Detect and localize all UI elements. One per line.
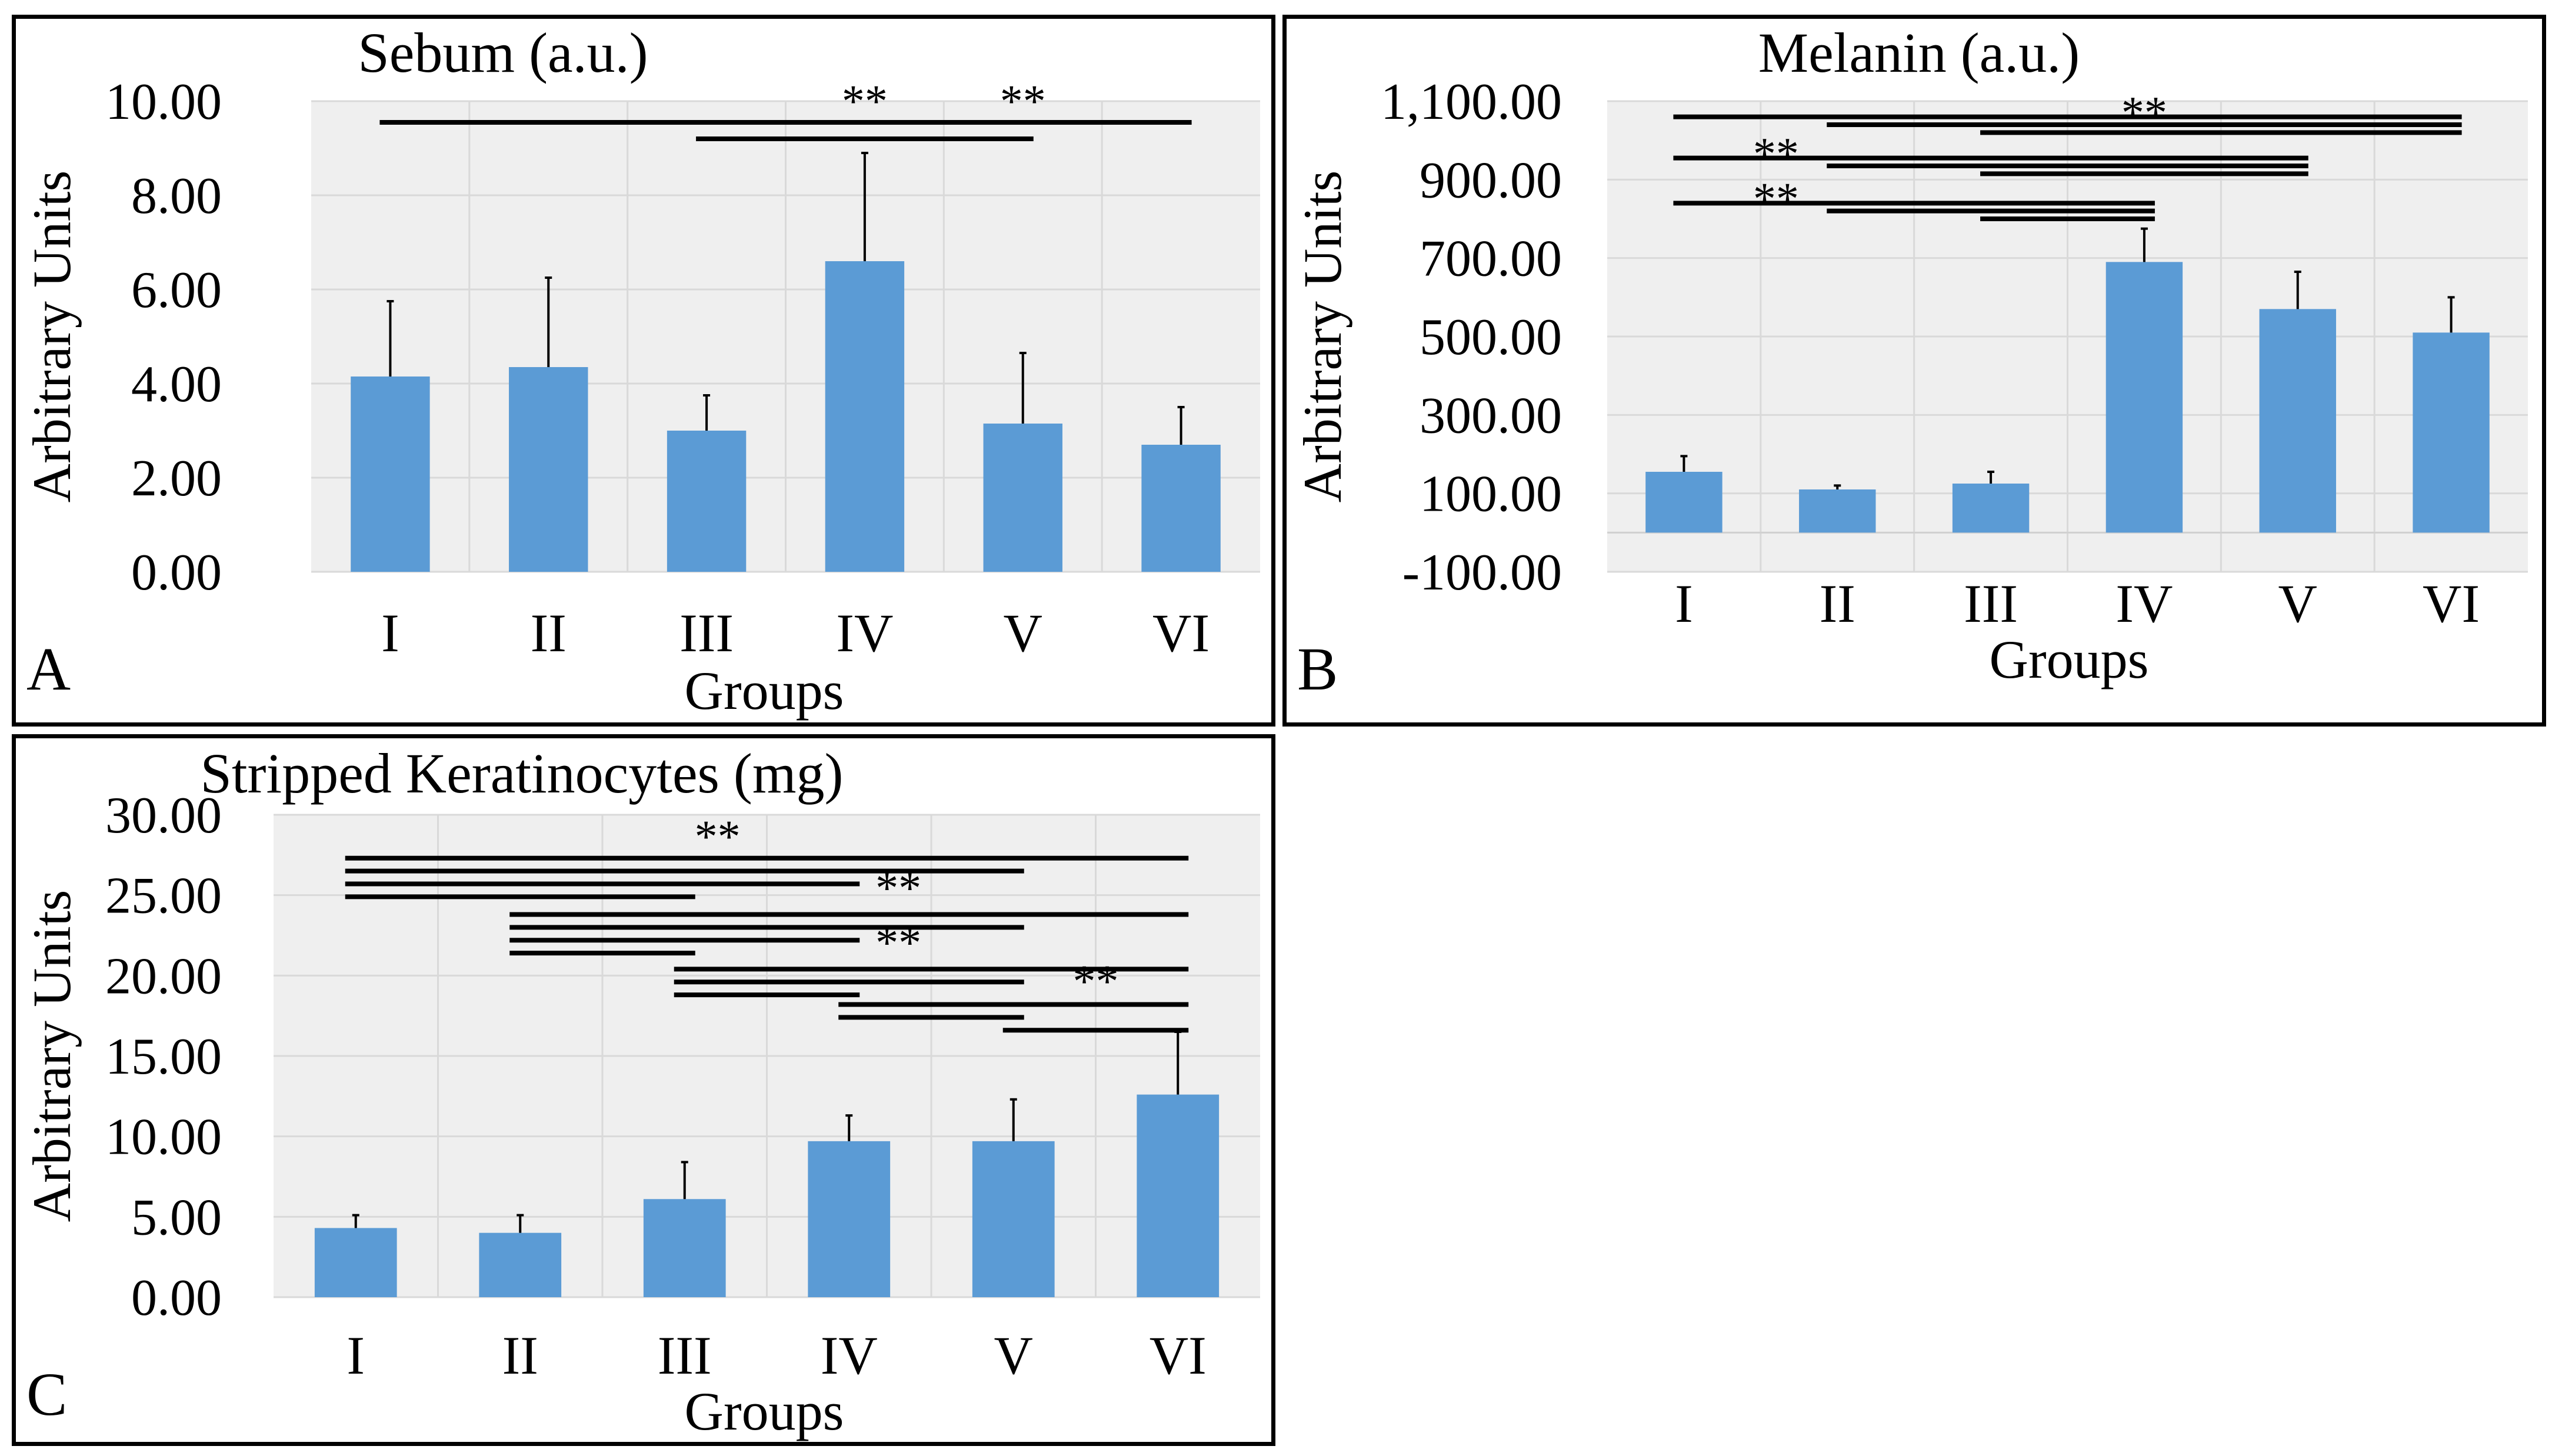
x-category-label: VI [2423,574,2480,634]
significance-label: ** [1753,173,1799,224]
x-category-label: V [2278,574,2317,634]
y-tick-label: 500.00 [1420,309,1562,366]
x-category-label: VI [1152,603,1210,663]
y-tick-label: 300.00 [1420,387,1562,444]
y-tick-label: 15.00 [105,1028,222,1085]
significance-label: ** [1753,128,1799,179]
y-tick-label: 4.00 [131,356,222,413]
y-axis-label: Arbitrary Units [22,890,82,1222]
x-category-label: VI [1150,1325,1207,1385]
y-tick-label: 2.00 [131,450,222,507]
x-category-label: I [1675,574,1693,634]
y-tick-label: 6.00 [131,262,222,319]
bar [1141,445,1221,572]
x-category-label: III [658,1325,712,1385]
y-axis-label: Arbitrary Units [1292,171,1352,503]
panel-b-melanin: -100.00 100.00 300.00 500.00 700.00 900.00 1,1… [1282,15,2546,727]
y-tick-label: 20.00 [105,948,222,1005]
bar [351,377,430,572]
chart-title: Sebum (a.u.) [358,21,648,84]
x-axis-label: Groups [685,661,844,721]
x-category-label: IV [821,1325,878,1385]
x-category-label: IV [836,603,893,663]
bar [479,1232,562,1297]
y-tick-label: 5.00 [131,1189,222,1246]
y-tick-label: 0.00 [131,1270,222,1327]
x-category-label: I [381,603,399,663]
x-axis-label: Groups [685,1381,844,1441]
significance-label: ** [2121,86,2167,138]
bar [1799,489,1876,533]
y-tick-label: -100.00 [1402,544,1562,601]
x-category-label: V [1004,603,1042,663]
melanin-chart: -100.00 100.00 300.00 500.00 700.00 900.00 1,1… [1292,21,2528,703]
x-category-label: II [1820,574,1855,634]
significance-label: ** [695,811,741,862]
y-tick-label: 30.00 [105,787,222,844]
y-tick-label: 10.00 [105,74,222,131]
x-category-label: IV [2115,574,2173,634]
bar [667,431,747,572]
bar [1645,472,1723,533]
x-category-label: III [679,603,734,663]
x-category-label: V [994,1325,1033,1385]
bar [509,367,588,572]
y-tick-label: 1,100.00 [1381,74,1562,131]
y-tick-label: 25.00 [105,868,222,925]
bar [2105,262,2183,533]
y-axis-label: Arbitrary Units [22,171,82,503]
bar [825,261,905,572]
bar [2413,332,2490,533]
y-tick-label: 0.00 [131,544,222,601]
significance-label: ** [842,75,888,126]
x-category-label: I [347,1325,365,1385]
bar [314,1228,397,1297]
bar [1952,484,2030,533]
chart-title: Stripped Keratinocytes (mg) [200,742,843,805]
y-tick-label: 700.00 [1420,231,1562,288]
bar [2259,309,2336,533]
chart-title: Melanin (a.u.) [1758,21,2080,84]
y-tick-label: 8.00 [131,168,222,225]
panel-letter: C [26,1361,67,1428]
bar [1137,1094,1220,1297]
panel-a-sebum: 0.00 2.00 4.00 6.00 8.00 10.00 I II III IV V VI ** **… [12,15,1275,727]
panel-letter: A [26,635,71,703]
significance-label: ** [875,862,921,914]
significance-label: ** [1073,955,1119,1007]
x-category-label: III [1964,574,2018,634]
bar [643,1199,726,1297]
panel-c-stripped-keratinocytes: 0.00 5.00 10.00 15.00 20.00 25.00 30.00 I II III I… [12,734,1275,1446]
y-tick-label: 900.00 [1420,152,1562,209]
y-tick-label: 10.00 [105,1109,222,1166]
significance-label: ** [1000,75,1046,126]
x-category-label: II [502,1325,538,1385]
x-category-label: II [531,603,567,663]
x-axis-label: Groups [1990,629,2149,689]
bar [972,1141,1055,1297]
y-tick-label: 100.00 [1420,466,1562,523]
panel-letter: B [1297,635,1338,703]
bar [983,424,1062,572]
bar [808,1141,891,1297]
significance-label: ** [875,917,921,968]
